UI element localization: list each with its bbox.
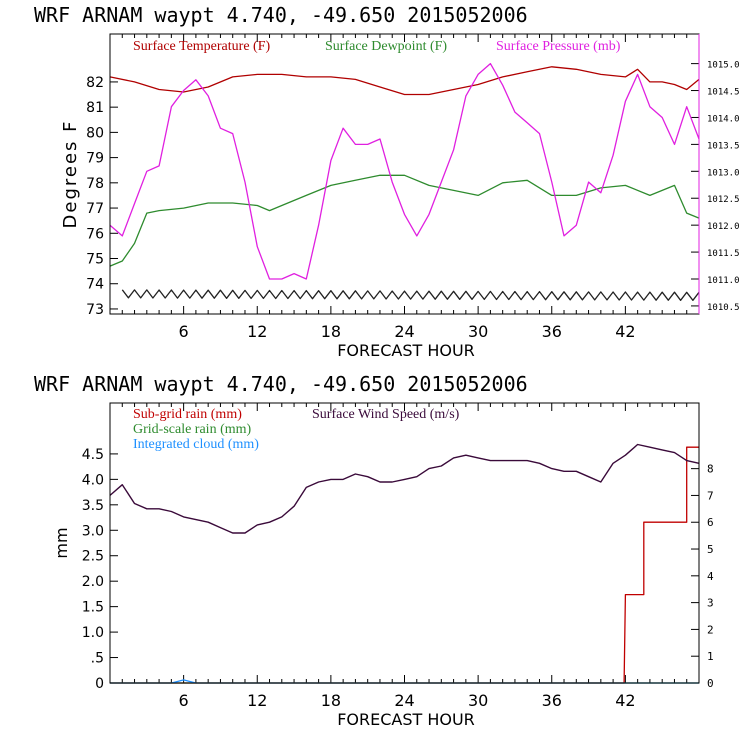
bottom-y-axis-label: mm <box>52 527 71 558</box>
top-y-tick-label: 78 <box>86 176 104 192</box>
bottom-chart-header: WRF ARNAM waypt 4.740, -49.650 201505200… <box>34 372 528 396</box>
bottom-x-tick-label: 24 <box>394 691 414 710</box>
bottom-x-tick-label: 12 <box>247 691 267 710</box>
bottom-y2-tick-label: 2 <box>707 623 714 636</box>
bottom-y2-tick-label: 0 <box>707 677 714 690</box>
bottom-x-tick-label: 30 <box>468 691 488 710</box>
bottom-y-tick-label: 2.0 <box>82 574 104 590</box>
bottom-y2-tick-label: 4 <box>707 570 714 583</box>
top-y2-tick-label: 1012.0 <box>707 222 740 232</box>
top-series-surface-dewpoint-f <box>109 174 700 267</box>
bottom-y-tick-label: 4.5 <box>82 447 104 463</box>
top-x-tick-label: 30 <box>468 322 488 341</box>
top-series-surface-pressure-mb <box>109 62 700 280</box>
top-y-tick-label: 81 <box>86 100 104 116</box>
top-y-tick-label: 76 <box>86 226 104 242</box>
top-x-tick-label: 18 <box>321 322 341 341</box>
bottom-y-tick-label: 4.0 <box>82 472 104 488</box>
top-y2-tick-label: 1012.5 <box>707 195 740 205</box>
temperature-panel: WRF ARNAM waypt 4.740, -49.650 201505200… <box>34 3 740 360</box>
top-y-tick-label: 73 <box>86 302 104 318</box>
bottom-y-tick-label: .5 <box>91 651 104 667</box>
top-y2-tick-label: 1014.0 <box>707 114 740 124</box>
top-series-wind-barb-band <box>121 289 700 301</box>
top-y2-tick-label: 1011.0 <box>707 276 740 286</box>
top-y2-tick-label: 1013.0 <box>707 168 740 178</box>
top-y-tick-label: 80 <box>86 125 104 141</box>
top-y-tick-label: 74 <box>86 277 104 293</box>
bottom-y2-tick-label: 1 <box>707 650 714 663</box>
bottom-x-tick-label: 42 <box>615 691 635 710</box>
legend-surface-dewpoint: Surface Dewpoint (F) <box>325 39 447 54</box>
bottom-series-surface-wind-speed-m-s <box>109 443 700 534</box>
top-y-axis-label: Degrees F <box>60 120 81 229</box>
top-x-tick-label: 42 <box>615 322 635 341</box>
legend-integrated-cloud: Integrated cloud (mm) <box>133 437 259 452</box>
bottom-series-sub-grid-rain-mm <box>110 446 699 684</box>
legend-gridscale-rain: Grid-scale rain (mm) <box>133 422 252 437</box>
top-x-tick-label: 36 <box>542 322 562 341</box>
top-series-surface-temperature-f <box>109 66 700 96</box>
bottom-x-tick-label: 18 <box>321 691 341 710</box>
top-x-tick-label: 6 <box>179 322 189 341</box>
top-y2-tick-label: 1014.5 <box>707 88 740 98</box>
top-x-tick-label: 12 <box>247 322 267 341</box>
bottom-y2-tick-label: 3 <box>707 597 714 610</box>
bottom-y2-tick-label: 8 <box>707 463 714 476</box>
top-chart-header: WRF ARNAM waypt 4.740, -49.650 201505200… <box>34 3 528 27</box>
bottom-x-tick-label: 6 <box>179 691 189 710</box>
bottom-y2-tick-label: 5 <box>707 543 714 556</box>
bottom-y-tick-label: 1.0 <box>82 625 104 641</box>
precip-wind-panel: WRF ARNAM waypt 4.740, -49.650 201505200… <box>34 372 714 729</box>
top-y-tick-label: 75 <box>86 252 104 268</box>
top-y2-tick-label: 1015.0 <box>707 61 740 71</box>
bottom-y-tick-label: 1.5 <box>82 600 104 616</box>
top-y2-tick-label: 1011.5 <box>707 249 740 259</box>
top-y-tick-label: 82 <box>86 75 104 91</box>
top-x-tick-label: 24 <box>394 322 414 341</box>
top-x-axis-label: FORECAST HOUR <box>337 341 475 360</box>
bottom-y2-tick-label: 7 <box>707 489 714 502</box>
legend-subgrid-rain: Sub-grid rain (mm) <box>133 407 242 422</box>
top-y2-tick-label: 1010.5 <box>707 303 740 313</box>
bottom-y-tick-label: 3.0 <box>82 523 104 539</box>
legend-surface-wind-speed: Surface Wind Speed (m/s) <box>312 407 460 422</box>
bottom-y-tick-label: 2.5 <box>82 549 104 565</box>
bottom-x-tick-label: 36 <box>542 691 562 710</box>
legend-surface-pressure: Surface Pressure (mb) <box>496 39 621 54</box>
bottom-x-axis-label: FORECAST HOUR <box>337 710 475 729</box>
top-y2-tick-label: 1013.5 <box>707 141 740 151</box>
top-y-tick-label: 79 <box>86 151 104 167</box>
bottom-plot-frame <box>109 402 700 684</box>
bottom-y-tick-label: 3.5 <box>82 498 104 514</box>
bottom-y2-tick-label: 6 <box>707 516 714 529</box>
legend-surface-temperature: Surface Temperature (F) <box>133 39 270 54</box>
bottom-y-tick-label: 0 <box>95 676 104 692</box>
top-y-tick-label: 77 <box>86 201 104 217</box>
